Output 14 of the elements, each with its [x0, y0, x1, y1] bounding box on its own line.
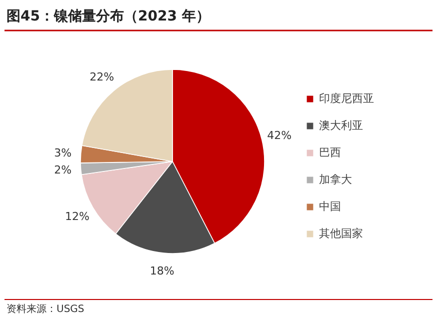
legend-label: 中国 [319, 199, 341, 214]
data-label: 3% [54, 146, 72, 160]
legend-label: 澳大利亚 [319, 118, 363, 133]
data-label: 42% [267, 129, 292, 142]
data-label: 12% [65, 210, 90, 223]
legend-label: 印度尼西亚 [319, 91, 374, 106]
legend-label: 巴西 [319, 145, 341, 160]
legend-label: 其他国家 [319, 226, 363, 241]
data-label: 22% [90, 70, 114, 84]
chart-title: 图45：镍储量分布（2023 年） [6, 8, 210, 24]
data-label: 2% [54, 164, 72, 177]
data-label: 18% [150, 264, 174, 278]
text: 资料来源：USGS [6, 303, 84, 315]
legend-label: 加拿大 [319, 172, 352, 187]
